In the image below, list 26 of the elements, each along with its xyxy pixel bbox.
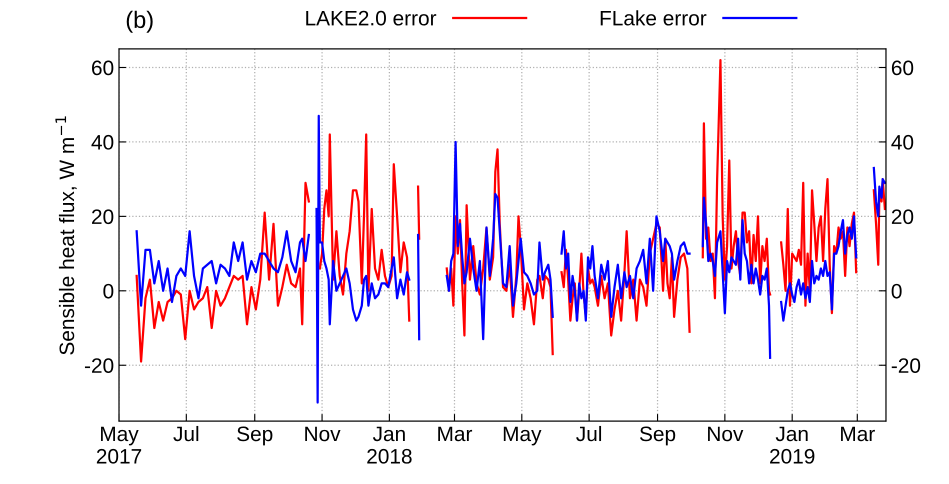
y-tick-label: 60 [92,60,114,76]
text: (b) [126,10,153,33]
x-tick-label: Nov [708,426,744,442]
x-tick-label: Nov [305,426,341,442]
y2-tick-label: 40 [891,134,914,150]
x-tick-label: Jul [576,426,602,442]
x-tick-label: Mar [841,426,875,442]
y-tick-label: 40 [91,134,114,150]
x-tick-label: May 2017 [96,426,142,464]
y2-tick-label: -20 [892,358,920,374]
x-tick-label: May [504,426,542,446]
x-tick-label: Jan 2019 [770,426,814,464]
x-tick-label: Sep [640,426,676,446]
x-tick-label: Jul [173,426,198,442]
y-tick-label: 0 [103,284,114,299]
y2-tick-label: 20 [892,209,914,224]
legend-label: LAKE2.0 error [306,10,436,26]
y2-tick-label: 0 [892,284,902,299]
y-tick-label: 20 [92,209,114,224]
y-tick-label: -20 [84,358,114,374]
y2-tick-label: 60 [892,60,914,76]
y-axis-title: Sensible heat flux, W m$^{−1}$ [55,116,77,355]
x-tick-label: Jan 2018 [367,426,412,464]
x-tick-label: Mar [438,426,472,442]
legend-label: FLake error [600,10,706,26]
x-tick-label: Sep [237,426,272,446]
